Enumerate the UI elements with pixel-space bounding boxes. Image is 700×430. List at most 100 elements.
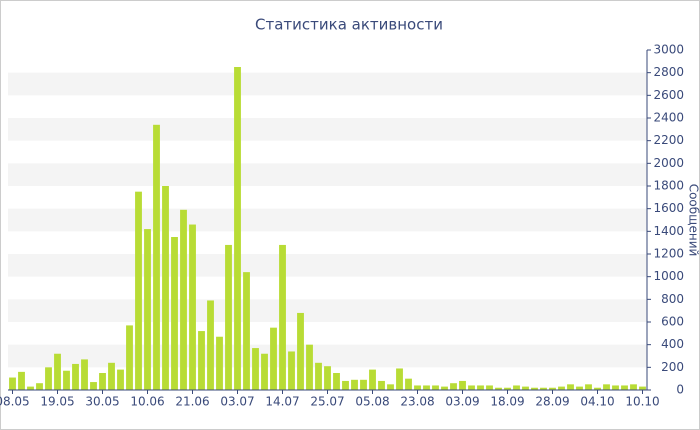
bar	[558, 386, 565, 390]
y-tick-label: 1000	[653, 269, 684, 283]
bar	[513, 385, 520, 390]
bar	[549, 387, 556, 390]
grid-band	[8, 254, 647, 277]
bar	[153, 124, 160, 391]
bar	[216, 336, 223, 390]
bar	[144, 229, 151, 390]
x-tick-label: 10.06	[130, 395, 164, 409]
bar	[387, 384, 394, 390]
y-axis-label: Сообщений	[687, 184, 700, 257]
bar	[612, 385, 619, 390]
bar	[117, 369, 124, 390]
bar	[270, 327, 277, 390]
bar	[36, 383, 43, 390]
bar	[252, 348, 259, 390]
x-tick-label: 19.05	[40, 395, 74, 409]
bar	[432, 385, 439, 390]
bar	[639, 386, 646, 390]
bar	[621, 385, 628, 390]
bar	[45, 367, 52, 390]
bar	[324, 366, 331, 390]
bar	[540, 387, 547, 390]
x-tick-label: 03.09	[445, 395, 479, 409]
y-tick-label: 1200	[653, 247, 684, 261]
grid-band	[8, 163, 647, 186]
bar	[9, 377, 16, 390]
bar	[18, 371, 25, 390]
bar	[225, 244, 232, 390]
grid-band	[8, 299, 647, 322]
y-tick-label: 0	[676, 383, 684, 397]
y-tick-label: 1600	[653, 201, 684, 215]
bar	[495, 387, 502, 390]
y-tick-label: 600	[661, 315, 684, 329]
bar	[27, 386, 34, 390]
bar	[396, 368, 403, 390]
x-tick-label: 04.10	[580, 395, 614, 409]
x-tick-label: 23.08	[400, 395, 434, 409]
bar	[234, 67, 241, 390]
x-tick-label: 18.09	[490, 395, 524, 409]
bar	[585, 384, 592, 390]
y-tick-label: 200	[661, 360, 684, 374]
bar	[72, 363, 79, 390]
bar	[162, 186, 169, 390]
grid-band	[8, 208, 647, 232]
bar	[450, 383, 457, 390]
x-tick-label: 10.10	[625, 395, 659, 409]
bar	[288, 351, 295, 390]
bar	[576, 386, 583, 390]
bar	[333, 373, 340, 390]
y-tick-label: 2200	[653, 133, 684, 147]
y-tick-label: 3000	[653, 43, 684, 57]
y-tick-label: 2800	[653, 65, 684, 79]
bar	[243, 272, 250, 390]
bar	[279, 244, 286, 390]
x-tick-label: 28.09	[535, 395, 569, 409]
bar	[54, 353, 61, 390]
y-tick-label: 800	[661, 292, 684, 306]
bar	[360, 379, 367, 390]
bar	[342, 380, 349, 390]
bar	[315, 362, 322, 390]
bar	[531, 387, 538, 390]
bar	[189, 224, 196, 390]
y-tick-label: 2600	[653, 88, 684, 102]
bar	[135, 191, 142, 390]
grid-band	[8, 118, 647, 141]
bar	[594, 387, 601, 390]
bar	[567, 384, 574, 390]
bar	[522, 386, 529, 390]
bar	[63, 370, 70, 390]
bar	[603, 384, 610, 390]
bar	[297, 312, 304, 390]
bar	[90, 382, 97, 390]
y-tick-label: 1800	[653, 179, 684, 193]
y-tick-label: 1400	[653, 224, 684, 238]
y-tick-label: 2000	[653, 156, 684, 170]
bar	[459, 380, 466, 390]
x-tick-label: 30.05	[85, 395, 119, 409]
y-tick-label: 400	[661, 337, 684, 351]
bar	[81, 359, 88, 390]
bar	[441, 386, 448, 390]
x-tick-label: 08.05	[0, 395, 30, 409]
bar	[171, 237, 178, 390]
bar	[369, 369, 376, 390]
bar	[405, 378, 412, 390]
bar	[306, 344, 313, 390]
x-tick-label: 14.07	[265, 395, 299, 409]
chart-title: Статистика активности	[255, 16, 443, 34]
bar	[477, 385, 484, 390]
bar	[630, 384, 637, 390]
x-tick-label: 25.07	[310, 395, 344, 409]
bar	[486, 385, 493, 390]
bar	[198, 331, 205, 390]
bar	[351, 379, 358, 390]
x-tick-label: 21.06	[175, 395, 209, 409]
bar	[378, 380, 385, 390]
bar	[414, 385, 421, 390]
bar	[261, 353, 268, 390]
bar	[468, 385, 475, 390]
grid-band	[8, 72, 647, 96]
